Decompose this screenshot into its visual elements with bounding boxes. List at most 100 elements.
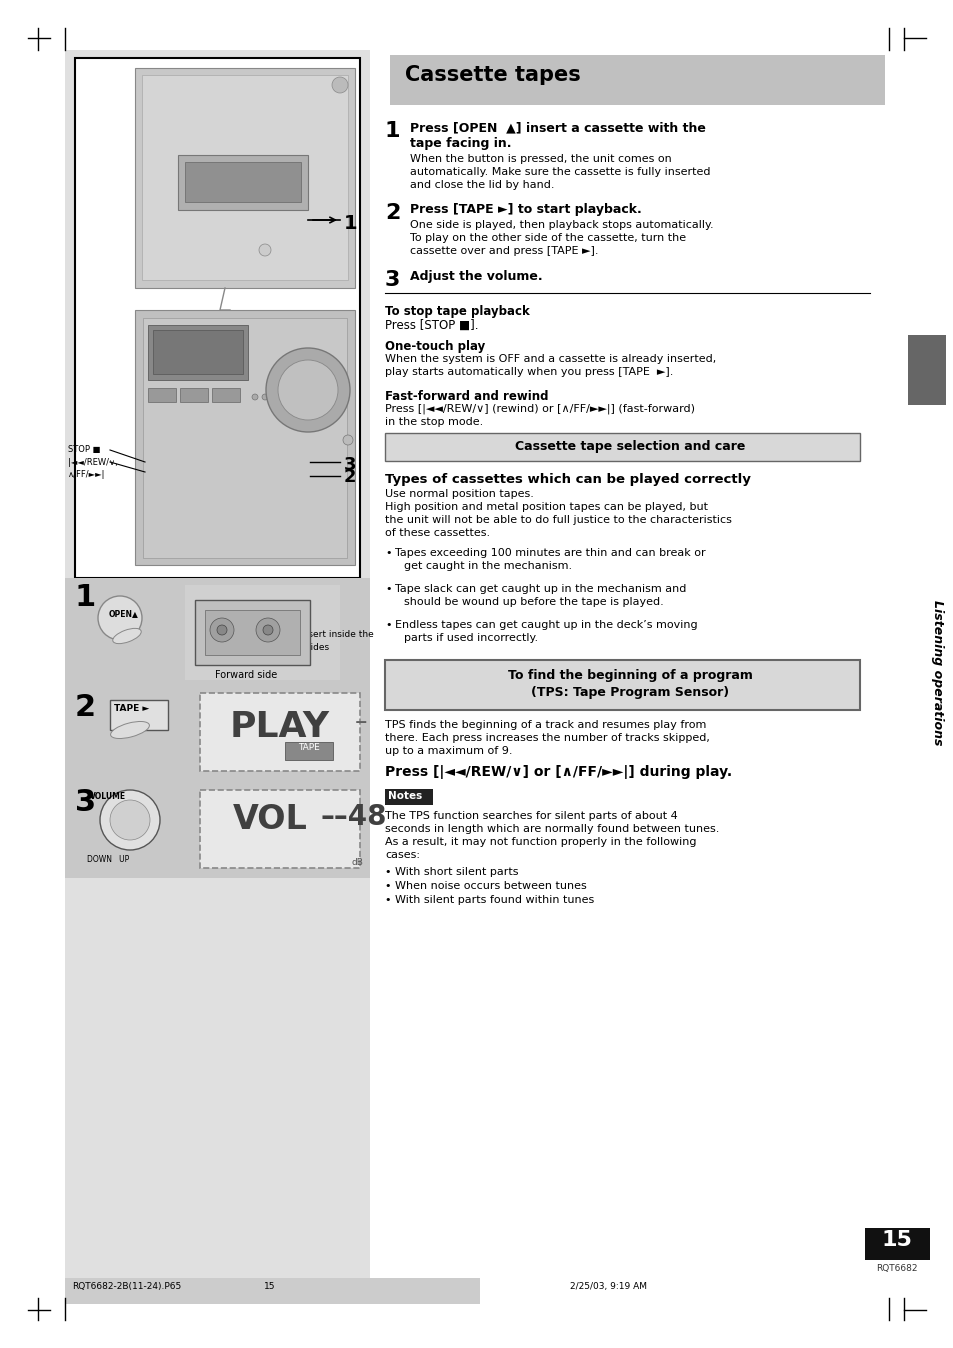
Bar bbox=[212, 388, 240, 402]
Bar bbox=[194, 600, 310, 665]
Text: Press [TAPE ►] to start playback.: Press [TAPE ►] to start playback. bbox=[410, 204, 641, 216]
Bar bbox=[200, 790, 359, 868]
Text: cases:: cases: bbox=[385, 851, 419, 860]
Bar bbox=[110, 700, 168, 731]
Bar bbox=[148, 388, 175, 402]
Bar bbox=[178, 155, 308, 210]
Text: and close the lid by hand.: and close the lid by hand. bbox=[410, 181, 554, 190]
Bar bbox=[907, 336, 945, 404]
Circle shape bbox=[216, 625, 227, 635]
Text: To stop tape playback: To stop tape playback bbox=[385, 305, 529, 318]
Text: in the stop mode.: in the stop mode. bbox=[385, 417, 483, 427]
Text: Press [|◄◄/REW/∨] (rewind) or [∧/FF/►►|] (fast-forward): Press [|◄◄/REW/∨] (rewind) or [∧/FF/►►|]… bbox=[385, 404, 695, 414]
Text: • When noise occurs between tunes: • When noise occurs between tunes bbox=[385, 882, 586, 891]
Text: •: • bbox=[385, 620, 391, 630]
Text: RQT6682-2B(11-24).P65: RQT6682-2B(11-24).P65 bbox=[71, 1282, 181, 1291]
Text: |◄◄/REW/∨,: |◄◄/REW/∨, bbox=[68, 458, 117, 466]
Text: 2: 2 bbox=[75, 693, 96, 723]
Text: 1: 1 bbox=[344, 214, 357, 233]
Text: 2/25/03, 9:19 AM: 2/25/03, 9:19 AM bbox=[569, 1282, 646, 1291]
Text: •: • bbox=[385, 549, 391, 558]
Text: Tapes exceeding 100 minutes are thin and can break or: Tapes exceeding 100 minutes are thin and… bbox=[395, 549, 705, 558]
Text: RQT6682: RQT6682 bbox=[876, 1264, 917, 1273]
Text: • With short silent parts: • With short silent parts bbox=[385, 867, 518, 878]
Text: Fast-forward and rewind: Fast-forward and rewind bbox=[385, 390, 548, 403]
Text: automatically. Make sure the cassette is fully inserted: automatically. Make sure the cassette is… bbox=[410, 167, 710, 177]
Text: DOWN   UP: DOWN UP bbox=[87, 855, 129, 864]
Bar bbox=[185, 162, 301, 202]
Text: When the button is pressed, the unit comes on: When the button is pressed, the unit com… bbox=[410, 154, 671, 164]
Bar bbox=[135, 67, 355, 288]
Text: Press [OPEN  ▲] insert a cassette with the: Press [OPEN ▲] insert a cassette with th… bbox=[410, 121, 705, 133]
Circle shape bbox=[343, 435, 353, 445]
Text: 2: 2 bbox=[385, 204, 400, 222]
Text: seconds in length which are normally found between tunes.: seconds in length which are normally fou… bbox=[385, 824, 719, 834]
Text: play starts automatically when you press [TAPE  ►].: play starts automatically when you press… bbox=[385, 367, 673, 377]
Text: 3: 3 bbox=[75, 789, 96, 817]
Text: cassette over and press [TAPE ►].: cassette over and press [TAPE ►]. bbox=[410, 245, 598, 256]
Bar bbox=[385, 789, 433, 805]
Text: Types of cassettes which can be played correctly: Types of cassettes which can be played c… bbox=[385, 473, 750, 487]
Bar bbox=[142, 75, 348, 280]
Text: The TPS function searches for silent parts of about 4: The TPS function searches for silent par… bbox=[385, 811, 677, 821]
Bar bbox=[180, 388, 208, 402]
Text: One side is played, then playback stops automatically.: One side is played, then playback stops … bbox=[410, 220, 713, 231]
Circle shape bbox=[210, 617, 233, 642]
Bar bbox=[65, 687, 370, 783]
Text: Use normal position tapes.: Use normal position tapes. bbox=[385, 489, 534, 499]
Text: Adjust the volume.: Adjust the volume. bbox=[410, 270, 542, 283]
Circle shape bbox=[110, 799, 150, 840]
Circle shape bbox=[266, 348, 350, 431]
Text: VOLUME: VOLUME bbox=[90, 793, 126, 801]
Bar bbox=[65, 578, 370, 687]
Circle shape bbox=[332, 77, 348, 93]
Text: 3: 3 bbox=[344, 456, 356, 474]
Text: PLAY: PLAY bbox=[230, 710, 330, 744]
Text: ∧/FF/►►|: ∧/FF/►►| bbox=[68, 470, 106, 479]
Circle shape bbox=[258, 244, 271, 256]
Text: should be wound up before the tape is played.: should be wound up before the tape is pl… bbox=[403, 597, 663, 607]
Bar bbox=[864, 1228, 929, 1260]
Bar bbox=[135, 310, 355, 565]
Text: One-touch play: One-touch play bbox=[385, 340, 485, 353]
Text: TAPE ►: TAPE ► bbox=[113, 704, 149, 713]
Text: 3: 3 bbox=[385, 270, 400, 290]
Text: VOL: VOL bbox=[233, 803, 307, 836]
Circle shape bbox=[277, 360, 337, 421]
Bar bbox=[143, 318, 347, 558]
Text: High position and metal position tapes can be played, but: High position and metal position tapes c… bbox=[385, 501, 707, 512]
Text: •: • bbox=[385, 584, 391, 594]
Ellipse shape bbox=[111, 721, 150, 739]
Bar bbox=[65, 50, 370, 1281]
Text: • With silent parts found within tunes: • With silent parts found within tunes bbox=[385, 895, 594, 905]
Text: there. Each press increases the number of tracks skipped,: there. Each press increases the number o… bbox=[385, 733, 709, 743]
Text: dB: dB bbox=[352, 857, 363, 867]
Bar bbox=[385, 433, 859, 461]
Text: STOP ■: STOP ■ bbox=[68, 445, 100, 454]
Bar bbox=[75, 58, 359, 578]
Text: To play on the other side of the cassette, turn the: To play on the other side of the cassett… bbox=[410, 233, 685, 243]
Bar bbox=[185, 585, 339, 679]
Bar bbox=[285, 741, 333, 760]
Text: Cassette tapes: Cassette tapes bbox=[405, 65, 580, 85]
Circle shape bbox=[255, 617, 280, 642]
Bar bbox=[148, 325, 248, 380]
Text: Listening operations: Listening operations bbox=[930, 600, 943, 745]
Text: 15: 15 bbox=[881, 1229, 911, 1250]
Text: Cassette tape selection and care: Cassette tape selection and care bbox=[515, 439, 744, 453]
Bar bbox=[152, 330, 243, 373]
Bar bbox=[65, 783, 370, 878]
Text: When the system is OFF and a cassette is already inserted,: When the system is OFF and a cassette is… bbox=[385, 355, 716, 364]
Circle shape bbox=[272, 394, 277, 400]
Text: 1: 1 bbox=[385, 121, 400, 142]
Ellipse shape bbox=[112, 628, 141, 643]
Text: tape facing in.: tape facing in. bbox=[410, 137, 511, 150]
Text: parts if used incorrectly.: parts if used incorrectly. bbox=[403, 634, 537, 643]
Bar bbox=[200, 693, 359, 771]
Text: up to a maximum of 9.: up to a maximum of 9. bbox=[385, 745, 512, 756]
Text: Press [|◄◄/REW/∨] or [∧/FF/►►|] during play.: Press [|◄◄/REW/∨] or [∧/FF/►►|] during p… bbox=[385, 766, 731, 779]
Text: Endless tapes can get caught up in the deck’s moving: Endless tapes can get caught up in the d… bbox=[395, 620, 697, 630]
Text: –: – bbox=[355, 710, 367, 735]
Text: To find the beginning of a program: To find the beginning of a program bbox=[507, 669, 752, 682]
Bar bbox=[205, 611, 299, 655]
